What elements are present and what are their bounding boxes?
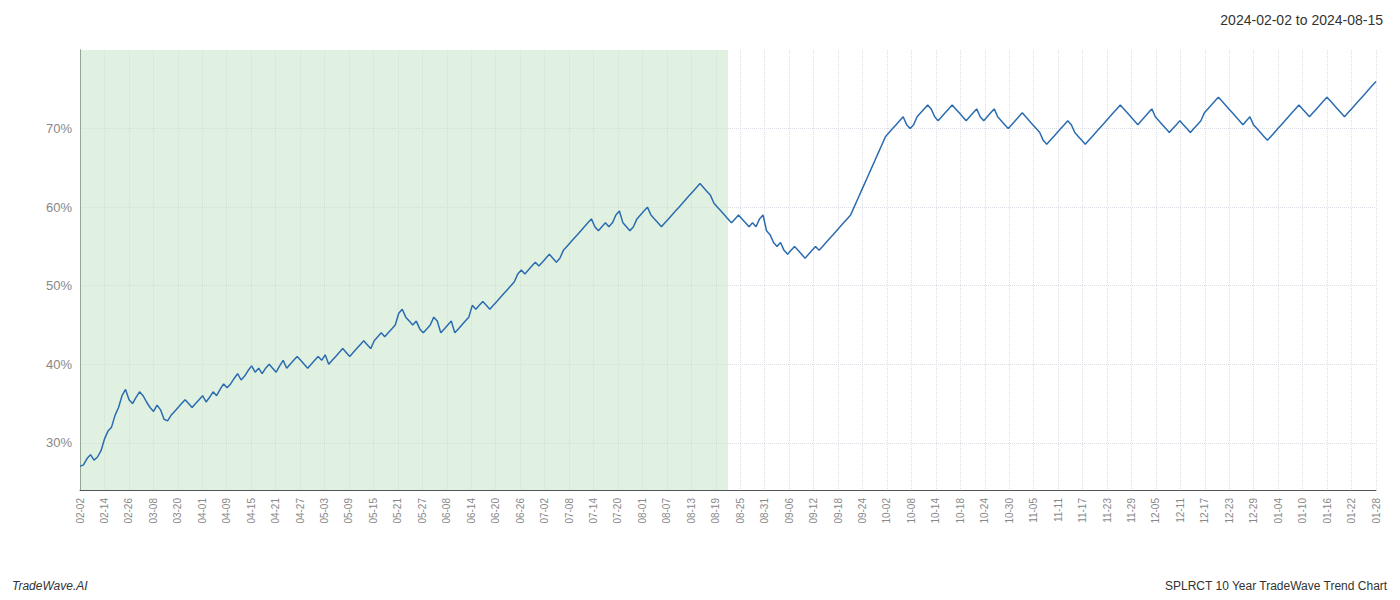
svg-text:10-14: 10-14 xyxy=(930,498,941,524)
svg-text:11-05: 11-05 xyxy=(1028,498,1039,523)
svg-text:06-20: 06-20 xyxy=(490,498,501,524)
svg-text:09-24: 09-24 xyxy=(857,498,868,524)
svg-text:11-29: 11-29 xyxy=(1126,498,1137,523)
svg-text:02-26: 02-26 xyxy=(123,498,134,524)
svg-text:10-08: 10-08 xyxy=(906,498,917,524)
svg-text:08-31: 08-31 xyxy=(759,498,770,524)
svg-text:2024-02-02 to 2024-08-15: 2024-02-02 to 2024-08-15 xyxy=(1220,12,1383,28)
svg-text:30%: 30% xyxy=(46,435,72,450)
svg-text:10-30: 10-30 xyxy=(1004,498,1015,524)
svg-text:02-14: 02-14 xyxy=(99,498,110,524)
svg-text:12-23: 12-23 xyxy=(1224,498,1235,524)
svg-text:60%: 60% xyxy=(46,200,72,215)
svg-text:SPLRCT 10 Year TradeWave Trend: SPLRCT 10 Year TradeWave Trend Chart xyxy=(1165,579,1388,593)
svg-text:50%: 50% xyxy=(46,278,72,293)
svg-text:05-21: 05-21 xyxy=(392,498,403,524)
svg-text:08-19: 08-19 xyxy=(710,498,721,524)
svg-text:08-13: 08-13 xyxy=(686,498,697,524)
svg-text:70%: 70% xyxy=(46,121,72,136)
svg-text:03-20: 03-20 xyxy=(172,498,183,524)
svg-text:06-14: 06-14 xyxy=(466,498,477,524)
svg-text:12-17: 12-17 xyxy=(1199,498,1210,524)
svg-text:12-05: 12-05 xyxy=(1150,498,1161,524)
svg-text:08-07: 08-07 xyxy=(661,498,672,524)
svg-text:09-06: 09-06 xyxy=(784,498,795,524)
svg-text:40%: 40% xyxy=(46,357,72,372)
svg-text:01-04: 01-04 xyxy=(1273,498,1284,524)
svg-text:04-27: 04-27 xyxy=(295,498,306,524)
svg-text:10-02: 10-02 xyxy=(881,498,892,524)
svg-text:04-01: 04-01 xyxy=(197,498,208,524)
svg-text:05-09: 05-09 xyxy=(343,498,354,524)
svg-text:05-03: 05-03 xyxy=(319,498,330,524)
svg-text:06-08: 06-08 xyxy=(441,498,452,524)
svg-text:07-02: 07-02 xyxy=(539,498,550,524)
svg-text:01-22: 01-22 xyxy=(1346,498,1357,524)
svg-text:04-15: 04-15 xyxy=(246,498,257,524)
svg-text:12-11: 12-11 xyxy=(1175,498,1186,523)
svg-text:10-24: 10-24 xyxy=(979,498,990,524)
svg-text:TradeWave.AI: TradeWave.AI xyxy=(12,579,88,593)
svg-text:10-18: 10-18 xyxy=(955,498,966,524)
svg-text:05-15: 05-15 xyxy=(368,498,379,524)
svg-text:08-25: 08-25 xyxy=(735,498,746,524)
svg-text:09-12: 09-12 xyxy=(808,498,819,524)
svg-text:11-11: 11-11 xyxy=(1053,498,1064,523)
svg-text:04-09: 04-09 xyxy=(221,498,232,524)
svg-text:02-02: 02-02 xyxy=(75,498,86,524)
svg-text:09-18: 09-18 xyxy=(833,498,844,524)
svg-text:07-08: 07-08 xyxy=(564,498,575,524)
svg-text:01-10: 01-10 xyxy=(1297,498,1308,524)
svg-text:12-29: 12-29 xyxy=(1248,498,1259,524)
svg-text:06-26: 06-26 xyxy=(515,498,526,524)
svg-text:11-23: 11-23 xyxy=(1102,498,1113,523)
svg-text:11-17: 11-17 xyxy=(1077,498,1088,523)
svg-text:05-27: 05-27 xyxy=(417,498,428,524)
svg-text:01-28: 01-28 xyxy=(1371,498,1382,524)
svg-text:04-21: 04-21 xyxy=(270,498,281,524)
svg-text:01-16: 01-16 xyxy=(1322,498,1333,524)
svg-text:07-14: 07-14 xyxy=(588,498,599,524)
svg-text:08-01: 08-01 xyxy=(637,498,648,524)
svg-text:03-08: 03-08 xyxy=(148,498,159,524)
svg-text:07-20: 07-20 xyxy=(612,498,623,524)
